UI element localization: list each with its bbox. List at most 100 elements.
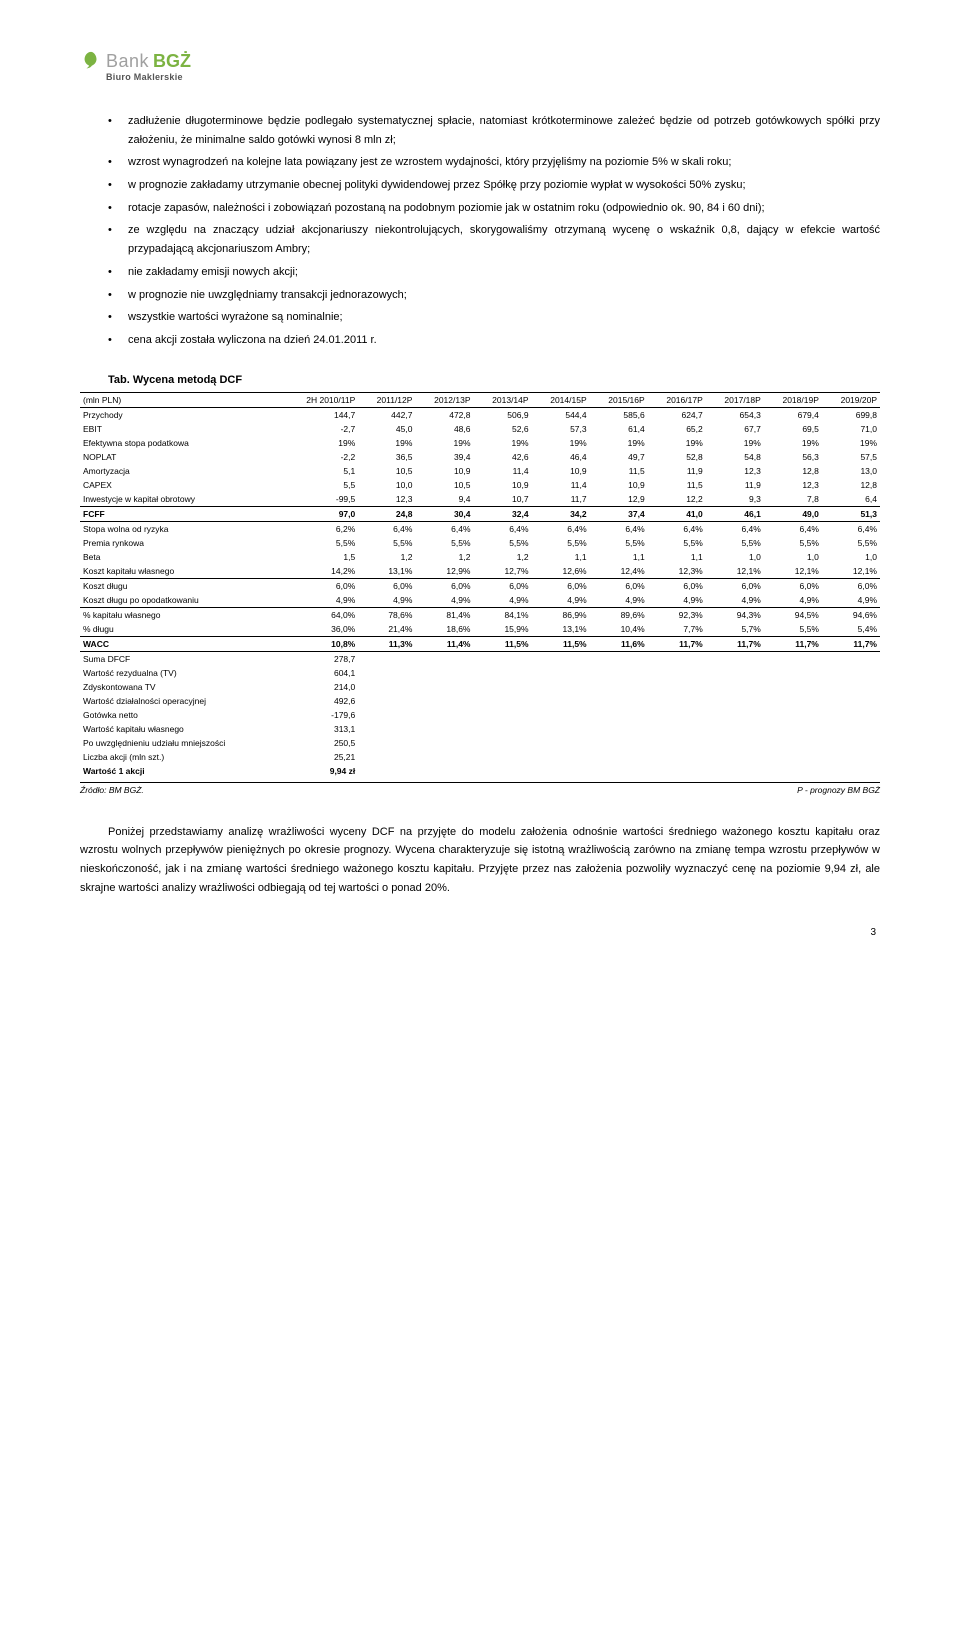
cell [590,666,648,680]
row-label: Liczba akcji (mln szt.) [80,750,283,764]
cell: 12,6% [532,564,590,579]
source-left: Źródło: BM BGŻ. [80,785,144,795]
cell [648,708,706,722]
cell [706,708,764,722]
row-label: Suma DFCF [80,651,283,666]
table-row: Koszt kapitału własnego14,2%13,1%12,9%12… [80,564,880,579]
row-label: CAPEX [80,478,283,492]
cell: 1,2 [358,550,415,564]
cell [474,764,532,778]
cell [764,764,822,778]
cell: 11,3% [358,636,415,651]
cell: 36,0% [283,622,358,637]
paragraph: Poniżej przedstawiamy analizę wrażliwośc… [80,823,880,898]
row-label: Stopa wolna od ryzyka [80,521,283,536]
cell [358,764,415,778]
cell [648,722,706,736]
cell [822,666,880,680]
cell: 5,5% [706,536,764,550]
cell: 49,7 [590,450,648,464]
cell [532,750,590,764]
cell [415,708,473,722]
source-right: P - prognozy BM BGŻ [797,785,880,795]
table-row: NOPLAT-2,236,539,442,646,449,752,854,856… [80,450,880,464]
cell: -179,6 [283,708,358,722]
cell: 4,9% [648,593,706,608]
cell [532,666,590,680]
cell: 5,7% [706,622,764,637]
cell: 49,0 [764,506,822,521]
table-row: Suma DFCF278,7 [80,651,880,666]
cell: 278,7 [283,651,358,666]
cell [590,708,648,722]
cell: 6,0% [706,578,764,593]
cell: 4,9% [706,593,764,608]
cell: 52,6 [474,422,532,436]
cell [415,750,473,764]
cell [648,750,706,764]
cell: 94,5% [764,607,822,622]
cell: 1,1 [648,550,706,564]
cell: 24,8 [358,506,415,521]
cell [474,680,532,694]
cell: 10,0 [358,478,415,492]
cell: 12,8 [822,478,880,492]
cell: 10,9 [532,464,590,478]
cell [590,722,648,736]
cell: 6,4% [415,521,473,536]
cell: 4,9% [474,593,532,608]
row-label: Efektywna stopa podatkowa [80,436,283,450]
row-label: Beta [80,550,283,564]
cell [822,651,880,666]
cell [532,651,590,666]
cell: 11,5 [648,478,706,492]
cell: 679,4 [764,407,822,422]
cell [764,694,822,708]
cell: 25,21 [283,750,358,764]
cell: 94,6% [822,607,880,622]
col-header: 2018/19P [764,392,822,407]
cell [764,666,822,680]
cell: 4,9% [415,593,473,608]
cell: 12,9 [590,492,648,507]
cell: 84,1% [474,607,532,622]
table-row: CAPEX5,510,010,510,911,410,911,511,912,3… [80,478,880,492]
cell: 11,4 [532,478,590,492]
cell: 12,1% [706,564,764,579]
cell [706,722,764,736]
cell [532,708,590,722]
table-row: Stopa wolna od ryzyka6,2%6,4%6,4%6,4%6,4… [80,521,880,536]
cell: 12,3% [648,564,706,579]
cell [474,666,532,680]
logo-subtitle: Biuro Maklerskie [106,72,880,82]
cell [474,750,532,764]
cell: 12,3 [706,464,764,478]
cell: 5,4% [822,622,880,637]
cell [706,666,764,680]
table-row: Koszt długu6,0%6,0%6,0%6,0%6,0%6,0%6,0%6… [80,578,880,593]
cell: 11,7% [706,636,764,651]
cell: 654,3 [706,407,764,422]
cell [532,694,590,708]
cell: 506,9 [474,407,532,422]
cell: 61,4 [590,422,648,436]
row-label: Premia rynkowa [80,536,283,550]
cell: 11,9 [706,478,764,492]
cell [358,680,415,694]
col-header: 2015/16P [590,392,648,407]
cell [648,736,706,750]
cell: 604,1 [283,666,358,680]
cell: 7,7% [648,622,706,637]
row-label: % kapitału własnego [80,607,283,622]
bullet-item: ze względu na znaczący udział akcjonariu… [108,221,880,258]
cell: 12,9% [415,564,473,579]
cell [590,694,648,708]
cell: 9,94 zł [283,764,358,778]
cell: 144,7 [283,407,358,422]
cell [648,694,706,708]
table-row: Liczba akcji (mln szt.)25,21 [80,750,880,764]
cell: 19% [706,436,764,450]
cell [358,722,415,736]
cell: 6,0% [532,578,590,593]
cell: 5,5% [358,536,415,550]
